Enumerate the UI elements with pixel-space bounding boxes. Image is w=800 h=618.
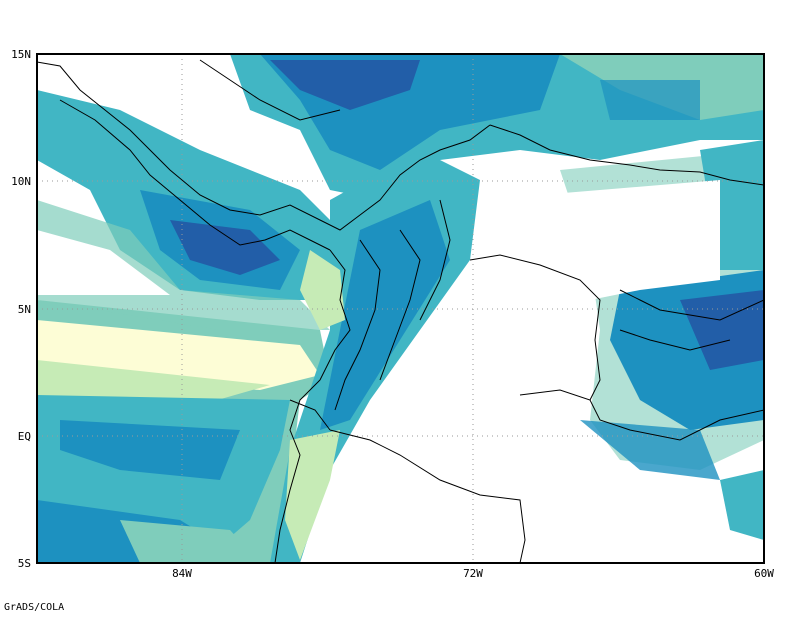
coastlines	[36, 59, 765, 564]
far-se-patch	[720, 470, 764, 540]
venezuela-contour	[619, 329, 731, 351]
lat-label-15n: 15N	[11, 48, 31, 61]
venezuela-guyana-coast	[619, 289, 765, 321]
lat-label-10n: 10N	[11, 175, 31, 188]
interior-white	[470, 180, 720, 360]
gridlines	[37, 54, 764, 563]
west-pacific-white	[37, 230, 170, 295]
andes-dark	[320, 200, 450, 430]
field-layer	[37, 54, 764, 563]
pacific-north-pale	[37, 200, 330, 330]
central-america-coast	[36, 61, 491, 231]
lon-label-84w: 84W	[172, 567, 192, 580]
caribbean-north-coast	[489, 124, 765, 186]
caribbean-core	[270, 60, 420, 110]
grads-credit: GrADS/COLA	[4, 602, 65, 613]
lat-label-5n: 5N	[18, 303, 31, 316]
central-america-pacific	[59, 99, 331, 251]
lon-label-72w: 72W	[463, 567, 483, 580]
andes-contour-1	[334, 239, 381, 411]
ecuador-border	[289, 399, 331, 431]
pacific-lower-dark	[60, 420, 240, 480]
peru-border	[329, 429, 526, 564]
brazil-border	[519, 389, 765, 441]
pacific-bottom-pale	[120, 520, 260, 563]
lat-label-5s: 5S	[18, 557, 31, 570]
lon-label-60w: 60W	[754, 567, 774, 580]
cuba-coast	[199, 59, 341, 121]
map-frame	[36, 53, 765, 564]
pacific-band-green	[37, 360, 270, 405]
andes-pale-patch	[300, 250, 345, 330]
andes-contour-3	[419, 199, 451, 321]
ecuador-coast-pale	[285, 430, 340, 560]
caribbean-east-mid	[600, 80, 700, 120]
lat-label-eq: EQ	[18, 430, 31, 443]
panama-region-core	[170, 220, 280, 275]
andes-contour-2	[379, 229, 421, 381]
south-east-patch	[580, 420, 720, 480]
colombia-pacific-coast	[274, 249, 351, 564]
colombia-venezuela-border	[469, 254, 601, 401]
